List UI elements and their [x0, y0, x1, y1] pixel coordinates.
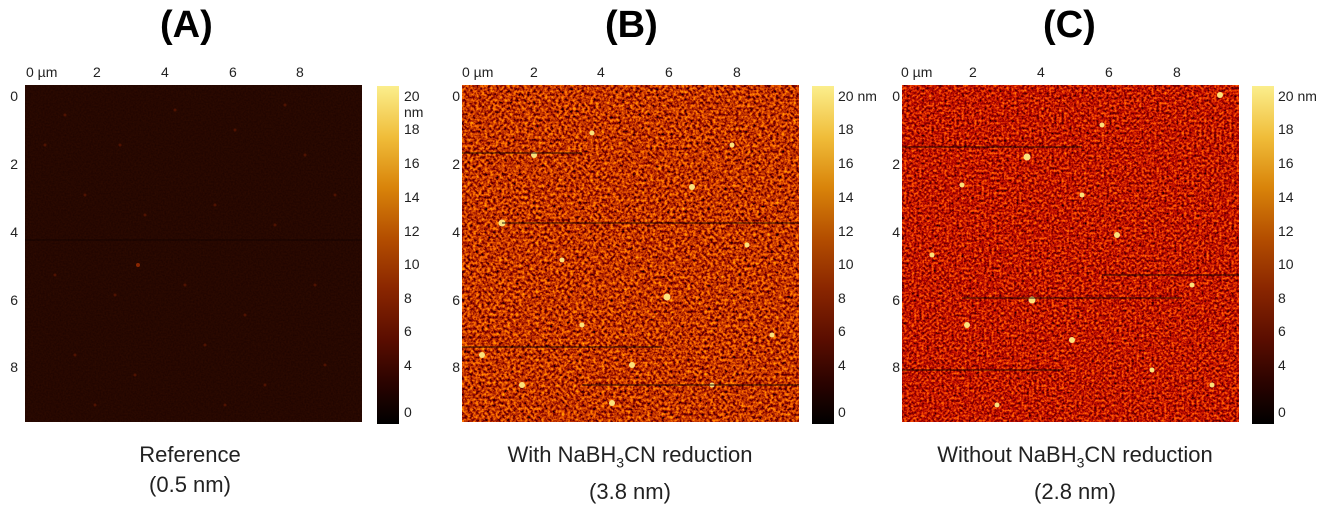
colorbar-tick-label: 0 — [838, 404, 846, 420]
y-tick-label: 6 — [10, 292, 18, 308]
colorbar-tick-label: 14 — [404, 189, 420, 205]
panel-letter: (B) — [605, 4, 658, 46]
caption-suffix: CN reduction — [1084, 442, 1213, 467]
colorbar-tick-label: 6 — [838, 323, 846, 339]
caption-roughness: (2.8 nm) — [1034, 479, 1116, 505]
afm-image-svg — [902, 85, 1239, 422]
colorbar — [1252, 86, 1274, 424]
x-tick-label: 2 — [93, 64, 101, 80]
x-tick-label: 0 µm — [901, 64, 933, 80]
y-tick-label: 8 — [892, 359, 900, 375]
y-tick-label: 0 — [892, 88, 900, 104]
x-tick-label: 4 — [1037, 64, 1045, 80]
x-tick-label: 6 — [665, 64, 673, 80]
colorbar-tick-label: 14 — [838, 189, 854, 205]
afm-image-svg — [25, 85, 362, 422]
colorbar — [812, 86, 834, 424]
x-tick-label: 6 — [229, 64, 237, 80]
y-tick-label: 4 — [452, 224, 460, 240]
colorbar-tick-label: 12 — [404, 223, 420, 239]
panel-b: (B) 0 µm 2 4 6 8 0 2 4 6 8 — [440, 0, 880, 504]
caption-suffix: CN reduction — [624, 442, 753, 467]
colorbar-tick-label: 12 — [838, 223, 854, 239]
x-tick-label: 0 µm — [26, 64, 58, 80]
colorbar-tick-label: 8 — [404, 290, 412, 306]
y-tick-label: 0 — [10, 88, 18, 104]
colorbar-tick-label: 16 — [404, 155, 420, 171]
caption: With NaBH3CN reduction (3.8 nm) — [450, 440, 810, 507]
colorbar-tick-label: 20 nm — [404, 88, 424, 120]
colorbar-tick-label: 0 — [404, 404, 412, 420]
x-tick-label: 4 — [161, 64, 169, 80]
x-tick-label: 6 — [1105, 64, 1113, 80]
colorbar-tick-label: 4 — [838, 357, 846, 373]
x-tick-label: 8 — [296, 64, 304, 80]
y-tick-label: 2 — [892, 156, 900, 172]
colorbar-tick-label: 12 — [1278, 223, 1294, 239]
y-tick-label: 6 — [452, 292, 460, 308]
afm-image-svg — [462, 85, 799, 422]
afm-height-image — [462, 85, 799, 422]
y-tick-label: 4 — [10, 224, 18, 240]
colorbar-tick-label: 10 — [404, 256, 420, 272]
caption-prefix: Without NaBH — [937, 442, 1077, 467]
caption-prefix: With NaBH — [507, 442, 617, 467]
x-tick-label: 0 µm — [462, 64, 494, 80]
caption-title: Without NaBH3CN reduction — [890, 440, 1260, 477]
colorbar-tick-label: 18 — [1278, 121, 1294, 137]
caption-subscript: 3 — [616, 454, 625, 471]
colorbar-tick-label: 20 nm — [838, 88, 877, 104]
panel-c: (C) 0 µm 2 4 6 8 0 2 4 6 8 — [880, 0, 1320, 504]
colorbar-tick-label: 4 — [1278, 357, 1286, 373]
y-tick-label: 2 — [10, 156, 18, 172]
colorbar-tick-label: 0 — [1278, 404, 1286, 420]
x-tick-label: 2 — [530, 64, 538, 80]
panel-letter: (A) — [160, 4, 213, 46]
panel-a: (A) 0 µm 2 4 6 8 0 2 4 6 8 — [0, 0, 440, 501]
y-tick-label: 0 — [452, 88, 460, 104]
colorbar-tick-label: 18 — [404, 121, 420, 137]
colorbar-tick-label: 16 — [838, 155, 854, 171]
colorbar-tick-label: 6 — [1278, 323, 1286, 339]
y-tick-label: 8 — [452, 359, 460, 375]
colorbar — [377, 86, 399, 424]
afm-height-image — [902, 85, 1239, 422]
caption: Reference (0.5 nm) — [55, 440, 325, 500]
afm-height-image — [25, 85, 362, 422]
panel-letter: (C) — [1043, 4, 1096, 46]
colorbar-tick-label: 10 — [1278, 256, 1294, 272]
x-tick-label: 4 — [597, 64, 605, 80]
caption-title: Reference — [139, 442, 241, 467]
x-tick-label: 8 — [1173, 64, 1181, 80]
colorbar-tick-label: 8 — [838, 290, 846, 306]
caption-roughness: (3.8 nm) — [589, 479, 671, 505]
y-tick-label: 8 — [10, 359, 18, 375]
colorbar-tick-label: 16 — [1278, 155, 1294, 171]
caption: Without NaBH3CN reduction (2.8 nm) — [890, 440, 1260, 507]
y-tick-label: 4 — [892, 224, 900, 240]
colorbar-tick-label: 10 — [838, 256, 854, 272]
y-tick-label: 2 — [452, 156, 460, 172]
colorbar-tick-label: 18 — [838, 121, 854, 137]
colorbar-tick-label: 4 — [404, 357, 412, 373]
y-tick-label: 6 — [892, 292, 900, 308]
caption-roughness: (0.5 nm) — [149, 472, 231, 497]
x-tick-label: 8 — [733, 64, 741, 80]
colorbar-tick-label: 14 — [1278, 189, 1294, 205]
x-tick-label: 2 — [969, 64, 977, 80]
colorbar-tick-label: 6 — [404, 323, 412, 339]
caption-title: With NaBH3CN reduction — [450, 440, 810, 477]
colorbar-tick-label: 20 nm — [1278, 88, 1317, 104]
colorbar-tick-label: 8 — [1278, 290, 1286, 306]
caption-subscript: 3 — [1076, 454, 1085, 471]
